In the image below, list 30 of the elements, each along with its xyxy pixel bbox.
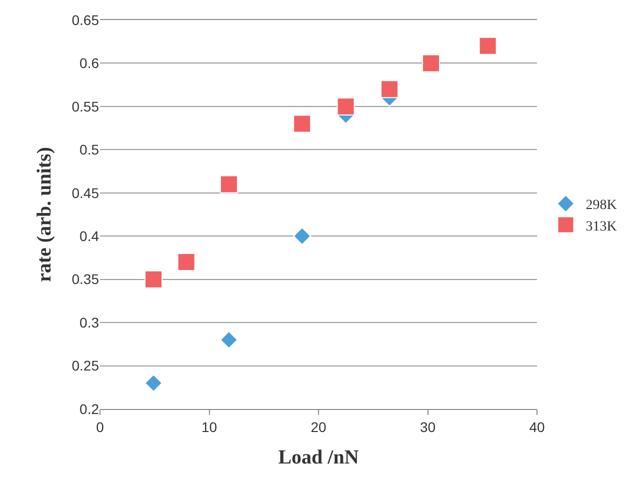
x-tick-label: 40 [529,418,545,435]
point [293,227,312,246]
y-tick-label: 0.4 [80,228,100,244]
point [293,114,312,133]
point [220,330,238,349]
x-axis-title: Load /nN [278,446,360,468]
y-tick-label: 0.65 [72,12,100,28]
x-tick-label: 30 [420,418,436,435]
y-tick-label: 0.6 [80,55,100,72]
point [144,374,162,392]
legend-label: 298K [586,198,617,214]
y-tick-label: 0.25 [72,358,100,374]
point [478,36,497,55]
x-tick-label: 20 [310,418,326,435]
y-tick-label: 0.35 [72,271,100,288]
point [177,253,196,272]
x-tick-label: 0 [96,418,104,435]
y-tick-label: 0.55 [72,98,100,114]
y-tick-label: 0.2 [80,400,100,417]
y-tick-label: 0.3 [80,314,100,330]
point [336,97,355,116]
y-axis-title: rate (arb. units) [33,147,56,282]
y-tick-label: 0.45 [72,184,100,201]
x-tick-label: 10 [201,418,218,435]
point [422,54,440,72]
point [220,175,238,194]
legend-label: 313K [586,219,617,234]
y-tick-label: 0.5 [80,142,100,158]
point [144,270,163,288]
point [380,80,399,98]
